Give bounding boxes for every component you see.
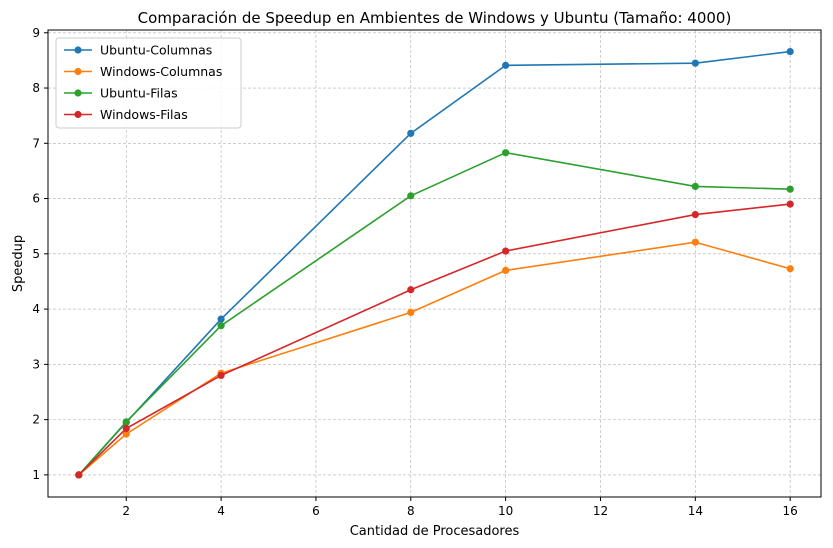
y-tick-label: 9	[32, 26, 40, 40]
x-tick-label: 6	[312, 504, 320, 518]
data-point	[502, 149, 510, 157]
legend-item: Windows-Columnas	[64, 64, 222, 79]
y-tick-label: 3	[32, 357, 40, 371]
legend-marker	[74, 46, 82, 54]
data-point	[786, 185, 794, 193]
data-point	[122, 430, 130, 438]
y-tick-label: 7	[32, 136, 40, 150]
data-point	[217, 315, 225, 323]
legend-label: Windows-Filas	[100, 107, 188, 122]
x-tick-label: 2	[122, 504, 130, 518]
grid	[48, 30, 821, 497]
chart-title: Comparación de Speedup en Ambientes de W…	[138, 9, 732, 27]
legend-marker	[74, 89, 82, 97]
legend-box	[55, 37, 242, 129]
y-tick-label: 8	[32, 81, 40, 95]
data-point	[786, 265, 794, 273]
series-line	[78, 151, 791, 476]
legend-item: Windows-Filas	[64, 107, 188, 122]
y-tick-label: 6	[32, 192, 40, 206]
data-point	[407, 286, 415, 294]
x-tick-label: 14	[688, 504, 703, 518]
data-point	[691, 238, 699, 246]
series-windows-filas	[75, 200, 794, 479]
legend-item: Ubuntu-Columnas	[64, 43, 212, 58]
x-axis-label: Cantidad de Procesadores	[350, 524, 520, 539]
data-point	[407, 129, 415, 137]
y-tick-label: 1	[32, 468, 40, 482]
data-point	[217, 322, 225, 330]
data-point	[75, 471, 83, 479]
data-point	[502, 247, 510, 255]
x-tick-label: 8	[407, 504, 415, 518]
data-point	[691, 210, 699, 219]
plot-frame	[47, 29, 822, 498]
data-point	[407, 192, 415, 200]
data-point	[691, 182, 699, 191]
y-tick-label: 2	[32, 413, 40, 427]
x-tick-label: 10	[498, 504, 513, 518]
y-axis-label: Speedup	[11, 235, 26, 292]
x-tick-label: 12	[593, 504, 608, 518]
data-point	[122, 418, 130, 426]
data-point	[691, 59, 699, 67]
y-tick-label: 5	[32, 247, 40, 261]
data-point	[407, 308, 415, 317]
data-point	[502, 61, 510, 69]
x-tick-label: 4	[217, 504, 225, 518]
data-point	[217, 371, 225, 380]
legend-label: Windows-Columnas	[100, 64, 222, 79]
legend-marker	[74, 110, 82, 119]
legend-label: Ubuntu-Columnas	[100, 43, 212, 58]
data-point	[786, 200, 794, 208]
legend-label: Ubuntu-Filas	[100, 86, 178, 101]
x-tick-label: 16	[783, 504, 798, 518]
legend-marker	[74, 67, 82, 76]
series-windows-columnas	[75, 238, 794, 479]
data-point	[502, 266, 510, 275]
legend-item: Ubuntu-Filas	[64, 86, 178, 101]
data-point	[786, 47, 794, 56]
series-lines	[75, 47, 794, 479]
data-point	[122, 424, 130, 433]
legend: Ubuntu-Columnas Windows-Columnas Ubuntu-Fi…	[55, 37, 242, 129]
y-tick-label: 4	[32, 302, 40, 316]
